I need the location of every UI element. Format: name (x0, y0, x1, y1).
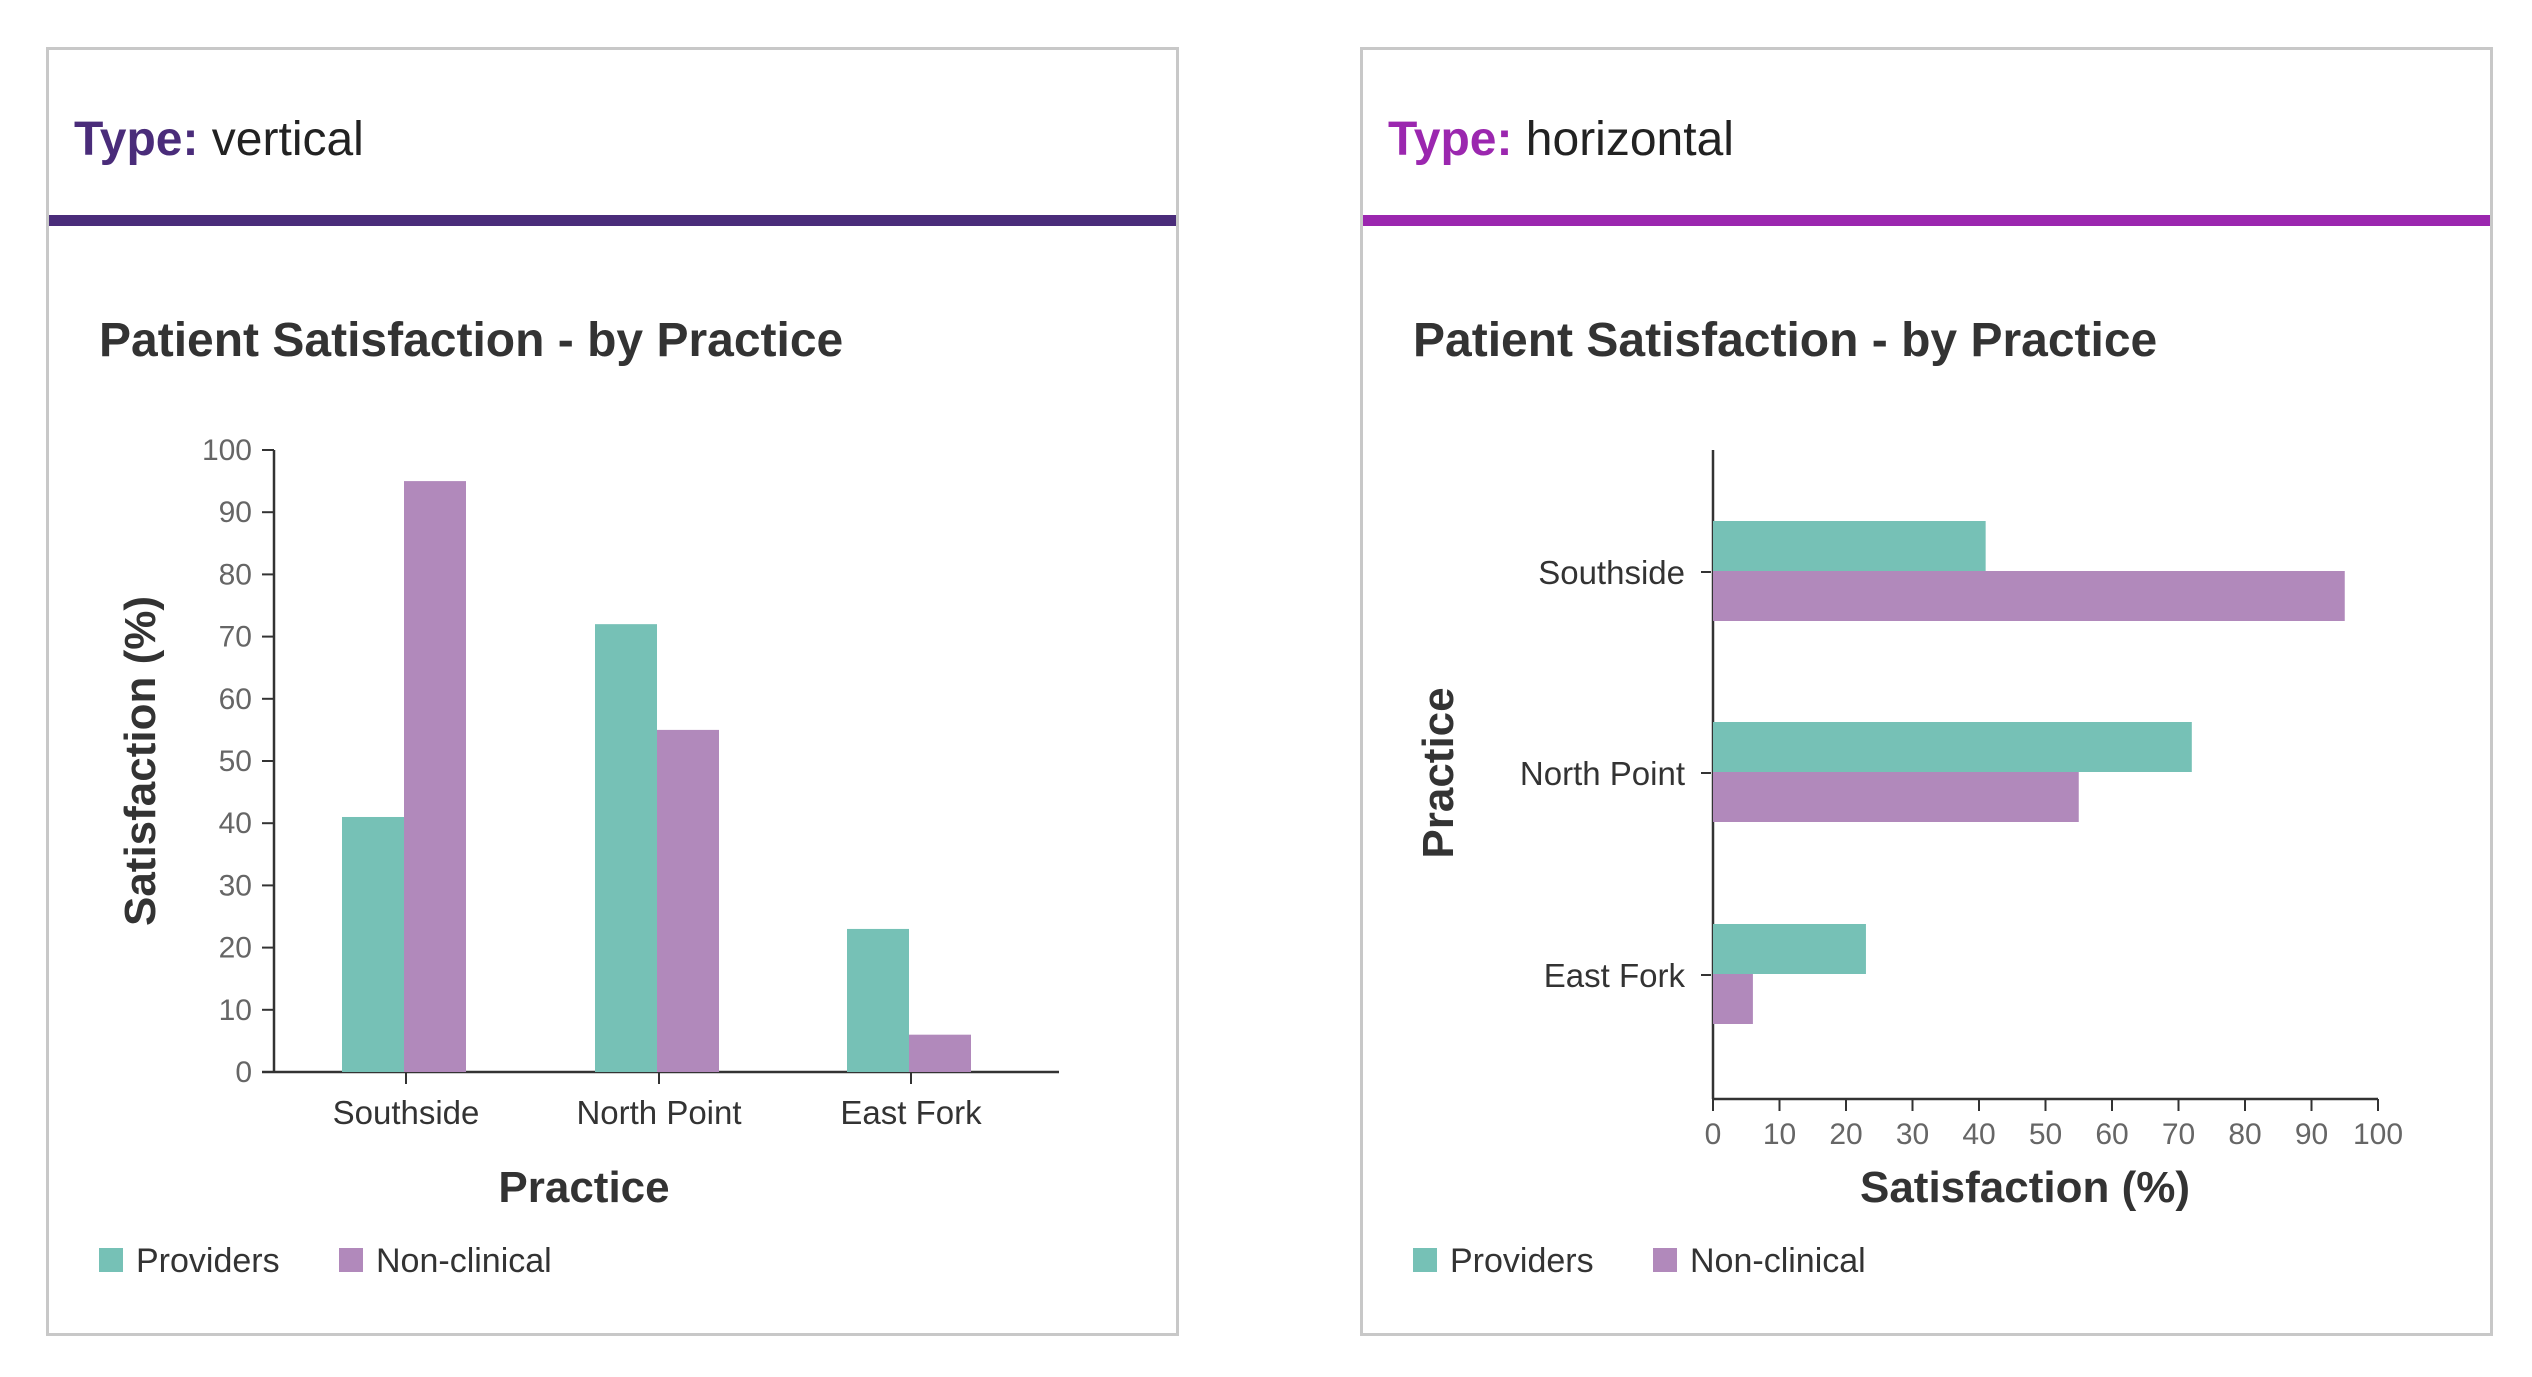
category-label: North Point (1520, 755, 1685, 792)
bar-non-clinical-southside (1713, 571, 2345, 621)
x-tick-label: 80 (2228, 1118, 2261, 1151)
bar-providers-southside (342, 816, 404, 1072)
card-header: Type: vertical (49, 50, 1176, 226)
chart-title: Patient Satisfaction - by Practice (1413, 314, 2157, 367)
y-tick-label: 20 (219, 932, 252, 965)
x-tick-label: 70 (2162, 1118, 2195, 1151)
y-tick-label: 30 (219, 869, 252, 902)
legend-label: Providers (1450, 1242, 1594, 1280)
x-tick-label: 10 (1763, 1118, 1796, 1151)
x-tick-label: 90 (2295, 1118, 2328, 1151)
chart-title: Patient Satisfaction - by Practice (99, 314, 843, 367)
x-tick-label: 30 (1896, 1118, 1929, 1151)
y-axis-title: Practice (1414, 687, 1463, 858)
vertical-chart-card: Type: vertical Patient Satisfaction - by… (46, 47, 1179, 1336)
bar-non-clinical-southside (404, 481, 466, 1073)
type-line: Type: horizontal (1388, 112, 1734, 167)
legend-swatch-providers (1413, 1248, 1437, 1272)
x-tick-label: 40 (1962, 1118, 1995, 1151)
legend-label: Providers (136, 1242, 280, 1280)
type-label: Type: (1388, 113, 1513, 166)
card-header: Type: horizontal (1363, 50, 2490, 226)
y-tick-label: 70 (219, 621, 252, 654)
category-label: Southside (1538, 554, 1685, 591)
y-tick-label: 60 (219, 683, 252, 716)
y-tick-label: 40 (219, 807, 252, 840)
vertical-bar-chart: Patient Satisfaction - by Practice 0 10 20 3… (99, 314, 1059, 1280)
y-axis-title: Satisfaction (%) (116, 596, 165, 926)
y-tick-label: 80 (219, 558, 252, 591)
bar-non-clinical-east-fork (1713, 974, 1753, 1024)
type-value: vertical (211, 113, 364, 166)
bar-non-clinical-north-point (657, 729, 719, 1072)
bar-providers-north-point (595, 624, 657, 1072)
legend-label: Non-clinical (1690, 1242, 1866, 1280)
y-tick-label: 90 (219, 496, 252, 529)
bar-providers-east-fork (1713, 924, 1866, 974)
x-tick-label: 60 (2095, 1118, 2128, 1151)
x-tick-label: 0 (1705, 1118, 1722, 1151)
y-tick-label: 10 (219, 994, 252, 1027)
legend-swatch-providers (99, 1248, 123, 1272)
x-tick-label: 100 (2353, 1118, 2403, 1151)
type-value: horizontal (1525, 113, 1734, 166)
category-label: Southside (333, 1094, 480, 1131)
horizontal-chart-card: Type: horizontal Patient Satisfaction - … (1360, 47, 2493, 1336)
x-axis-title: Practice (498, 1163, 669, 1212)
legend-swatch-non-clinical (339, 1248, 363, 1272)
category-label: East Fork (840, 1094, 982, 1131)
legend-label: Non-clinical (376, 1242, 552, 1280)
category-label: East Fork (1544, 957, 1686, 994)
x-tick-label: 20 (1829, 1118, 1862, 1151)
x-tick-label: 50 (2029, 1118, 2062, 1151)
type-label: Type: (74, 113, 199, 166)
bar-non-clinical-east-fork (909, 1034, 971, 1072)
horizontal-bar-chart: Patient Satisfaction - by Practice 0 10 20 3… (1413, 314, 2403, 1280)
legend-swatch-non-clinical (1653, 1248, 1677, 1272)
x-axis-title: Satisfaction (%) (1860, 1163, 2190, 1212)
category-label: North Point (576, 1094, 741, 1131)
y-tick-label: 50 (219, 745, 252, 778)
y-tick-label: 0 (235, 1056, 252, 1089)
bar-providers-southside (1713, 521, 1986, 571)
bar-providers-north-point (1713, 722, 2192, 772)
type-line: Type: vertical (74, 112, 364, 167)
bar-non-clinical-north-point (1713, 772, 2079, 822)
bar-providers-east-fork (847, 928, 909, 1072)
y-tick-label: 100 (202, 434, 252, 467)
